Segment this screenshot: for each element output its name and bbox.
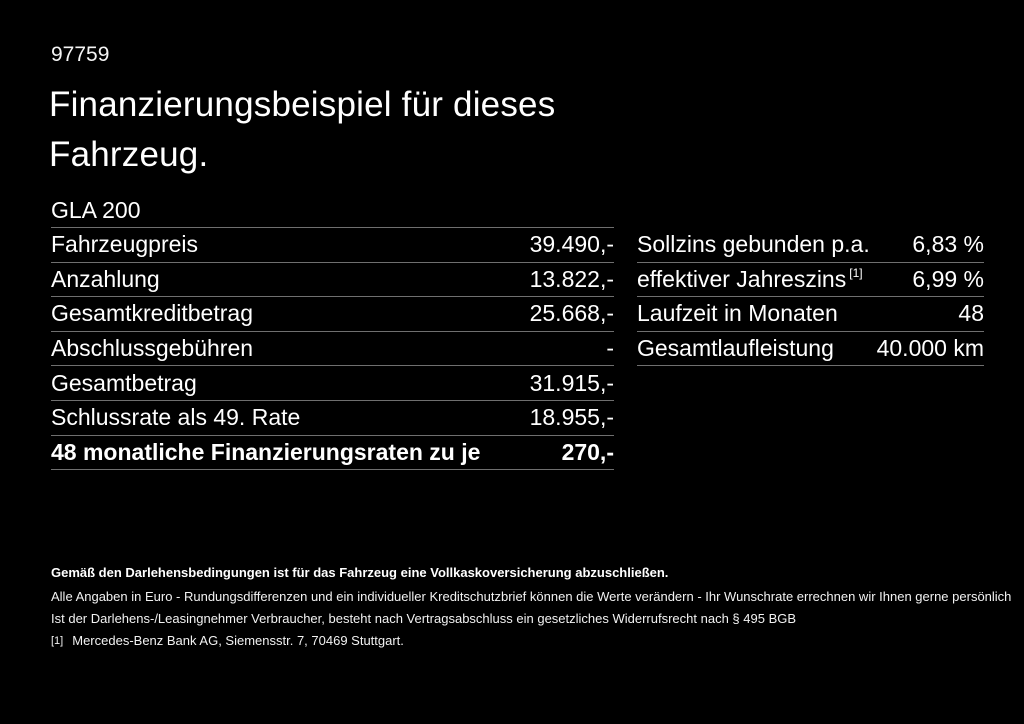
row-label: Gesamtlaufleistung — [637, 335, 834, 362]
table-row-sollzins: Sollzins gebunden p.a. 6,83 % — [637, 228, 984, 263]
row-label-text: effektiver Jahreszins — [637, 265, 847, 292]
page-title-line-1: Finanzierungsbeispiel für dieses — [49, 85, 556, 124]
table-row-monatliche-rate: 48 monatliche Finanzierungsraten zu je 2… — [51, 436, 614, 471]
table-row-abschlussgebuehren: Abschlussgebühren - — [51, 332, 614, 367]
table-row-gesamtbetrag: Gesamtbetrag 31.915,- — [51, 366, 614, 401]
page-title-line-2: Fahrzeug. — [49, 135, 209, 174]
row-value: 25.668,- — [529, 300, 614, 327]
row-value: 39.490,- — [529, 231, 614, 258]
vehicle-model: GLA 200 — [51, 197, 141, 223]
page-number: 97759 — [51, 43, 110, 66]
row-label: Laufzeit in Monaten — [637, 300, 838, 327]
footnote-reference: [1] — [849, 266, 863, 281]
footer-disclaimer-line-2: Ist der Darlehens-/Leasingnehmer Verbrau… — [51, 611, 797, 626]
row-value: 270,- — [561, 438, 614, 465]
row-value: 6,83 % — [912, 231, 984, 258]
row-value: - — [606, 335, 614, 362]
conditions-table: Sollzins gebunden p.a. 6,83 % effektiver… — [637, 228, 984, 367]
row-value: 6,99 % — [912, 265, 984, 292]
row-label: Abschlussgebühren — [51, 335, 254, 362]
footnote-text: Mercedes-Benz Bank AG, Siemensstr. 7, 70… — [72, 633, 404, 648]
table-row-laufzeit: Laufzeit in Monaten 48 — [637, 297, 984, 332]
footer-disclaimer-line-1: Alle Angaben in Euro - Rundungsdifferenz… — [51, 589, 1012, 604]
table-row-fahrzeugpreis: Fahrzeugpreis 39.490,- — [51, 228, 614, 263]
row-label: Gesamtbetrag — [51, 369, 197, 396]
table-row-effektiver-jahreszins: effektiver Jahreszins [1] 6,99 % — [637, 263, 984, 298]
footnote-marker: [1] — [51, 635, 64, 647]
table-row-gesamtlaufleistung: Gesamtlaufleistung 40.000 km — [637, 332, 984, 367]
row-value: 48 — [958, 300, 984, 327]
table-row-gesamtkreditbetrag: Gesamtkreditbetrag 25.668,- — [51, 297, 614, 332]
row-value: 40.000 km — [876, 335, 984, 362]
page-title: Finanzierungsbeispiel für dieses Fahrzeu… — [49, 80, 555, 180]
footer-insurance-note: Gemäß den Darlehensbedingungen ist für d… — [51, 565, 669, 580]
row-label: 48 monatliche Finanzierungsraten zu je — [51, 438, 481, 465]
row-label: Schlussrate als 49. Rate — [51, 404, 301, 431]
footer-footnote: [1] Mercedes-Benz Bank AG, Siemensstr. 7,… — [51, 633, 981, 650]
row-label: effektiver Jahreszins [1] — [637, 266, 863, 293]
financing-table: GLA 200 Fahrzeugpreis 39.490,- Anzahlung… — [51, 194, 614, 471]
vehicle-model-row: GLA 200 — [51, 194, 614, 228]
table-row-anzahlung: Anzahlung 13.822,- — [51, 263, 614, 298]
row-label: Fahrzeugpreis — [51, 231, 199, 258]
row-value: 31.915,- — [529, 369, 614, 396]
row-value: 18.955,- — [529, 404, 614, 431]
row-label: Gesamtkreditbetrag — [51, 300, 253, 327]
table-row-schlussrate: Schlussrate als 49. Rate 18.955,- — [51, 401, 614, 436]
row-label: Anzahlung — [51, 265, 160, 292]
row-label: Sollzins gebunden p.a. — [637, 231, 870, 258]
row-value: 13.822,- — [529, 265, 614, 292]
